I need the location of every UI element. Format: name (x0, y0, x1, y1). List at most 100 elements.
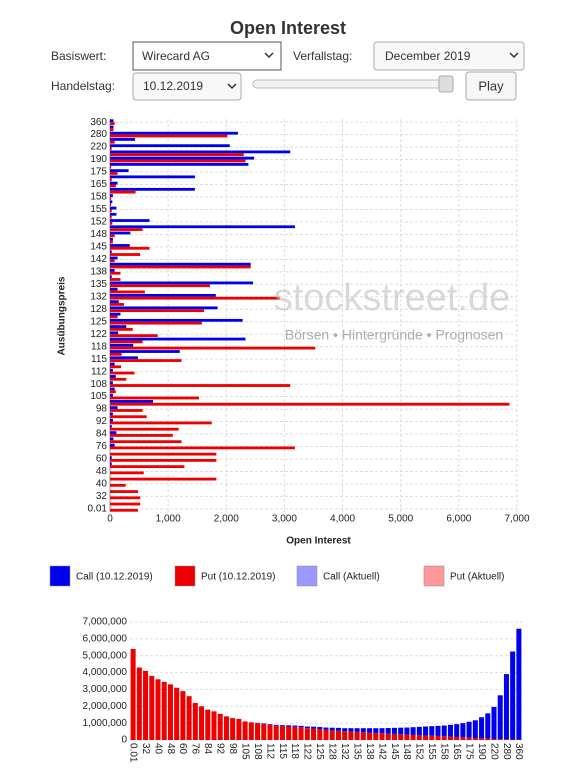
chevron[interactable] (509, 52, 519, 59)
bar (435, 725, 441, 736)
x-tick-label: 105 (239, 743, 250, 760)
chevron[interactable] (264, 52, 274, 59)
bar (110, 306, 218, 310)
y-tick-label: 105 (90, 391, 107, 402)
bar (110, 412, 113, 416)
bar (317, 729, 323, 740)
x-tick-label: 112 (264, 743, 275, 759)
bar (298, 727, 304, 740)
button-label[interactable]: Play (478, 78, 504, 93)
bar (211, 711, 217, 740)
select[interactable]: 10.12.2019 (132, 72, 242, 101)
x-tick-label: 7,000 (504, 514, 529, 525)
slider-track[interactable] (252, 79, 454, 89)
bar (110, 309, 205, 313)
bar (110, 209, 112, 213)
y-tick-label: 148 (90, 229, 107, 240)
y-tick-label: 125 (90, 316, 107, 327)
select[interactable]: December 2019 (373, 41, 525, 71)
bar (110, 318, 243, 322)
y-tick-label: 165 (90, 179, 107, 190)
x-tick-label: 138 (364, 743, 375, 760)
bar (454, 736, 460, 740)
select-box[interactable] (132, 41, 282, 71)
bar (110, 375, 116, 378)
bar (110, 225, 295, 229)
bar (323, 727, 329, 730)
button-box[interactable] (465, 71, 517, 101)
bar (110, 427, 179, 431)
x-tick-label: 0 (107, 514, 113, 525)
bar (110, 343, 134, 347)
bar (110, 212, 117, 216)
bar (110, 140, 115, 144)
bar (110, 390, 116, 394)
bar (110, 271, 121, 275)
bar (174, 687, 180, 740)
bar (367, 732, 373, 740)
bar (379, 733, 385, 740)
bar (304, 726, 310, 729)
bar (110, 418, 113, 422)
bar (223, 716, 229, 740)
chevron[interactable] (227, 83, 237, 90)
bar (110, 128, 114, 132)
x-tick-label: 2,000 (214, 514, 239, 525)
x-tick-label: 220 (488, 743, 499, 760)
bar (110, 471, 144, 475)
bar (110, 175, 195, 179)
bar (110, 371, 135, 375)
bar (110, 150, 291, 154)
bar (460, 723, 466, 738)
y-tick-label: 122 (90, 329, 107, 340)
y-tick-label: 128 (90, 304, 107, 315)
y-tick-label: 2,000,000 (83, 701, 128, 712)
bar (110, 159, 246, 163)
bar (385, 733, 391, 740)
bar (110, 443, 115, 447)
bar (335, 727, 341, 731)
bar (110, 147, 112, 150)
legend-label: Call (10.12.2019) (76, 572, 153, 583)
y-tick-label: 145 (90, 242, 107, 253)
label: Handelstag: (51, 79, 115, 93)
bar (110, 477, 217, 481)
legend-swatch (49, 565, 71, 587)
bar (110, 446, 295, 450)
select-box[interactable] (373, 41, 525, 71)
slider-thumb[interactable] (438, 75, 454, 93)
bar (110, 325, 127, 328)
bar (110, 250, 112, 254)
bar (110, 312, 121, 316)
bar (510, 651, 516, 740)
bar (110, 321, 202, 325)
select-box[interactable] (132, 72, 242, 101)
label: Verfallstag: (293, 49, 352, 63)
y-tick-label: 155 (90, 204, 107, 215)
bar (110, 327, 133, 331)
bar (441, 725, 447, 737)
y-tick-label: 6,000,000 (83, 633, 128, 644)
bar (398, 734, 404, 740)
select[interactable]: Wirecard AG (132, 41, 282, 71)
bar (298, 725, 304, 728)
select-value[interactable]: Wirecard AG (142, 49, 210, 63)
bar (348, 731, 354, 740)
bar (110, 269, 115, 272)
y-tick-label: 7,000,000 (83, 617, 128, 628)
bar (110, 165, 112, 169)
bar (110, 465, 185, 469)
x-tick-label: 60 (177, 743, 188, 755)
bar (110, 334, 158, 338)
select-value[interactable]: 10.12.2019 (143, 79, 203, 93)
bar (192, 702, 198, 740)
play-button[interactable]: Play (465, 71, 517, 101)
bar (447, 724, 453, 737)
bar (167, 684, 173, 740)
x-tick-label: 0.01 (127, 743, 138, 763)
y-tick-label: 5,000,000 (83, 650, 128, 661)
y-tick-label: 152 (90, 217, 107, 228)
bar (110, 194, 113, 197)
bar (110, 119, 114, 123)
select-value[interactable]: December 2019 (385, 49, 471, 63)
